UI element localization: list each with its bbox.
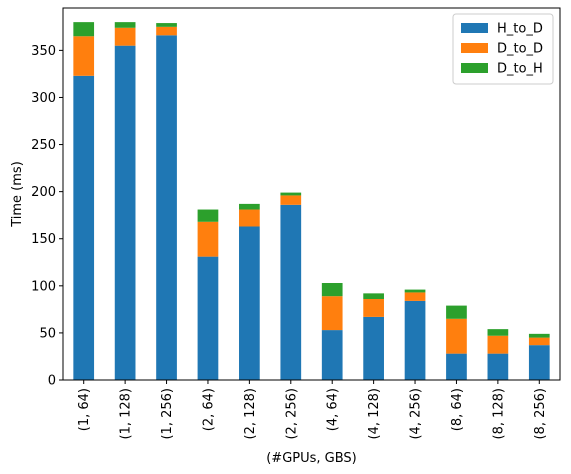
- bar-d-to-d-3: [197, 221, 219, 257]
- x-tick-label: (4, 64): [326, 388, 341, 431]
- x-tick-label: (8, 128): [491, 388, 506, 440]
- bar-h-to-d-10: [487, 353, 509, 380]
- y-tick-label: 350: [31, 44, 56, 59]
- bar-d-to-h-4: [239, 203, 260, 210]
- bar-d-to-d-7: [363, 299, 384, 317]
- x-tick-label: (1, 64): [77, 388, 92, 431]
- bar-h-to-d-8: [404, 300, 426, 380]
- legend-label-h-to-d: H_to_D: [497, 22, 543, 37]
- bar-d-to-h-7: [363, 293, 384, 300]
- bar-h-to-d-9: [446, 353, 467, 380]
- bar-d-to-h-3: [197, 209, 219, 222]
- bar-d-to-d-11: [528, 337, 550, 346]
- bar-h-to-d-2: [156, 35, 177, 381]
- bar-h-to-d-11: [528, 345, 550, 380]
- y-tick-label: 250: [31, 138, 56, 153]
- x-axis-label: (#GPUs, GBS): [266, 451, 357, 466]
- x-tick-label: (4, 128): [367, 388, 382, 440]
- x-tick-label: (4, 256): [409, 388, 424, 440]
- bar-h-to-d-7: [363, 316, 384, 380]
- bar-d-to-h-8: [404, 289, 426, 293]
- bar-d-to-d-4: [239, 209, 260, 227]
- bar-h-to-d-3: [197, 256, 219, 380]
- bar-d-to-d-10: [487, 335, 509, 354]
- y-tick-label: 100: [31, 279, 56, 294]
- bar-d-to-h-11: [528, 333, 550, 338]
- y-tick-label: 200: [31, 185, 56, 200]
- bar-d-to-h-1: [114, 22, 136, 28]
- bar-h-to-d-5: [280, 204, 302, 380]
- legend-label-d-to-h: D_to_H: [497, 62, 543, 77]
- bar-d-to-h-6: [321, 283, 343, 297]
- bar-d-to-d-8: [404, 292, 426, 301]
- x-tick-label: (1, 256): [160, 388, 175, 440]
- legend-swatch-d-to-d: [461, 43, 488, 53]
- plot-frame: [62, 7, 561, 381]
- bar-d-to-h-10: [487, 329, 509, 336]
- y-tick-label: 0: [48, 374, 56, 389]
- bar-d-to-d-2: [156, 26, 177, 36]
- x-tick-label: (8, 256): [533, 388, 548, 440]
- bar-d-to-d-0: [73, 36, 95, 76]
- bar-d-to-h-5: [280, 192, 302, 196]
- bars-layer: [73, 22, 550, 381]
- y-axis: 0 50 100 150 200 250 300 350: [31, 44, 63, 389]
- bar-h-to-d-6: [321, 330, 343, 380]
- y-tick-label: 150: [31, 232, 56, 247]
- y-tick-label: 50: [39, 326, 56, 341]
- bar-h-to-d-1: [114, 45, 136, 381]
- bar-d-to-h-9: [446, 305, 467, 319]
- bar-h-to-d-0: [73, 75, 95, 380]
- legend-swatch-d-to-h: [461, 63, 488, 73]
- x-tick-label: (2, 128): [243, 388, 258, 440]
- x-tick-label: (2, 64): [201, 388, 216, 431]
- bar-d-to-d-9: [446, 318, 467, 354]
- legend-swatch-h-to-d: [461, 23, 488, 33]
- bar-d-to-h-2: [156, 23, 177, 27]
- y-axis-label: Time (ms): [10, 161, 25, 228]
- bar-d-to-h-0: [73, 22, 95, 37]
- bar-d-to-d-5: [280, 195, 302, 205]
- x-tick-label: (1, 128): [119, 388, 134, 440]
- legend: H_to_D D_to_D D_to_H: [452, 13, 554, 85]
- x-axis: (1, 64) (1, 128) (1, 256) (2, 64) (2, 128) (2…: [77, 380, 548, 440]
- x-tick-label: (8, 64): [450, 388, 465, 431]
- bar-h-to-d-4: [239, 226, 260, 380]
- y-tick-label: 300: [31, 91, 56, 106]
- bar-d-to-d-1: [114, 27, 136, 46]
- legend-label-d-to-d: D_to_D: [497, 42, 543, 57]
- x-tick-label: (2, 256): [284, 388, 299, 440]
- bar-d-to-d-6: [321, 296, 343, 331]
